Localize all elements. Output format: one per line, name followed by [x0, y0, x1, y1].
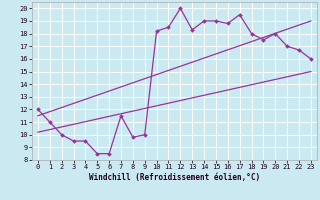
X-axis label: Windchill (Refroidissement éolien,°C): Windchill (Refroidissement éolien,°C) — [89, 173, 260, 182]
